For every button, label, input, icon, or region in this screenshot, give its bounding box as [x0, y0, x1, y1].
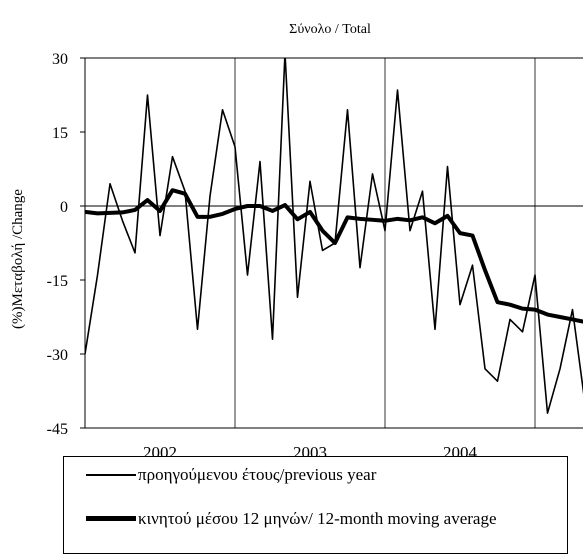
legend-label-moving-average: κινητού μέσου 12 μηνών/ 12-month moving …: [138, 509, 497, 528]
y-tick-label-4: -30: [47, 347, 68, 364]
y-tick-label-5: -45: [47, 421, 68, 438]
y-tick-label-1: 15: [52, 125, 68, 142]
chart-title: Σύνολο / Total: [289, 22, 371, 37]
legend-swatch-moving-average: [86, 516, 136, 521]
y-axis-label: (%)Μεταβολή /Change: [10, 189, 26, 329]
series-lines: [85, 58, 583, 415]
plot-frame: [84, 57, 583, 429]
grid-lines: [85, 58, 583, 428]
y-ticks: 30 15 0 -15 -30 -45: [47, 51, 85, 438]
legend-label-previous-year: προηγούμενου έτους/previous year: [138, 465, 377, 484]
legend-item-moving-average: κινητού μέσου 12 μηνών/ 12-month moving …: [86, 509, 508, 528]
y-tick-label-3: -15: [47, 273, 68, 290]
legend-swatch-previous-year: [86, 474, 136, 476]
y-tick-label-2: 0: [60, 199, 68, 216]
series-line-moving-average: [85, 188, 583, 324]
legend-item-previous-year: προηγούμενου έτους/previous year: [86, 465, 508, 484]
legend: προηγούμενου έτους/previous year κινητού…: [63, 456, 568, 554]
y-tick-label-0: 30: [52, 51, 68, 68]
series-line-previous-year: [85, 58, 583, 415]
